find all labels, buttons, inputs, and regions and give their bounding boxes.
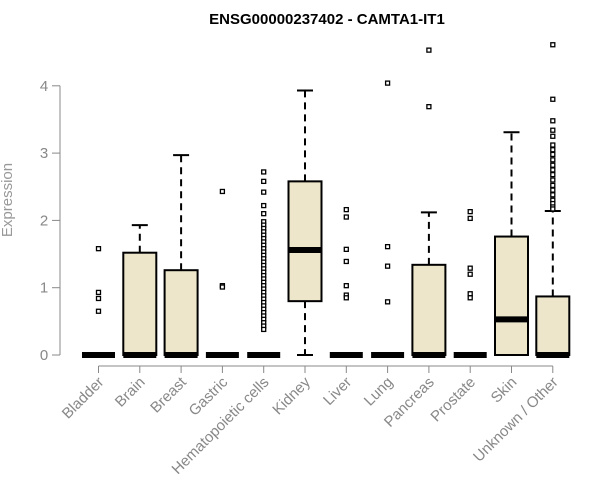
box-group [411,47,447,358]
outlier-point [550,192,556,198]
outlier-point [550,187,556,193]
outlier-point [550,118,556,124]
box [122,251,158,356]
plot-area [82,42,571,358]
outlier-point [550,171,556,178]
outlier-point [343,295,349,301]
outlier-point [384,299,391,305]
x-tick-label: Prostate [427,374,479,426]
outlier-point [95,246,102,252]
outlier-point [343,246,349,252]
box-group [371,80,405,358]
box-group [163,154,199,358]
y-tick-label: 4 [40,78,48,95]
outlier-point [467,295,473,301]
outlier-point [261,326,267,333]
outlier-point [384,80,391,86]
outlier-point [550,127,556,133]
outlier-point [550,142,556,148]
x-tick-label: Breast [147,373,190,416]
outlier-point [550,151,556,158]
y-tick-label: 2 [40,212,48,229]
outlier-point [95,289,102,296]
x-tick-label: Brain [112,374,149,411]
outlier-point [219,284,226,290]
x-tick-label: Bladder [59,374,108,423]
box-group [494,131,529,356]
box-group [287,89,323,356]
outlier-point [219,188,226,195]
box [411,263,447,356]
outlier-point [426,47,432,53]
y-axis-label: Expression [0,163,16,237]
outlier-point [550,96,556,102]
chart-title: ENSG00000237402 - CAMTA1-IT1 [209,11,445,28]
outlier-point [95,295,102,302]
outlier-point [550,206,556,212]
box-group [82,246,115,358]
y-tick-label: 3 [40,145,48,162]
outlier-point [343,214,349,220]
outlier-point [550,133,556,139]
outlier-point [261,169,267,175]
outlier-point [467,265,473,271]
y-axis: 0 1 2 3 4 [40,78,61,364]
outlier-point [343,206,349,213]
outlier-point [343,283,349,289]
box-group [535,42,571,358]
box-group [453,209,487,358]
outlier-point [467,271,473,277]
outlier-point [550,182,556,189]
box-group [247,169,281,358]
outlier-point [261,202,267,209]
outlier-point [550,167,556,173]
outlier-point [384,263,391,269]
box [535,295,571,357]
x-tick-label: Lung [361,374,397,410]
box-group [205,188,239,358]
x-tick-label: Kidney [269,373,314,418]
box [494,235,529,356]
outlier-point [550,42,556,48]
outlier-point [550,162,556,168]
box-group [122,224,158,358]
outlier-point [384,243,391,250]
y-tick-label: 0 [40,347,48,364]
outlier-point [261,211,267,217]
outlier-point [550,157,556,163]
outlier-point [95,308,102,314]
box [163,269,199,356]
outlier-point [261,178,267,185]
outlier-point [467,215,473,222]
outlier-point [550,177,556,183]
outlier-point [550,147,556,153]
outlier-point [426,104,432,110]
outlier-point [467,209,473,215]
box-group [329,206,363,358]
x-tick-label: Skin [488,374,521,407]
outlier-point [343,258,349,265]
y-tick-label: 1 [40,280,48,297]
x-tick-label: Liver [320,374,355,409]
box [287,180,323,303]
outlier-point [261,189,267,195]
